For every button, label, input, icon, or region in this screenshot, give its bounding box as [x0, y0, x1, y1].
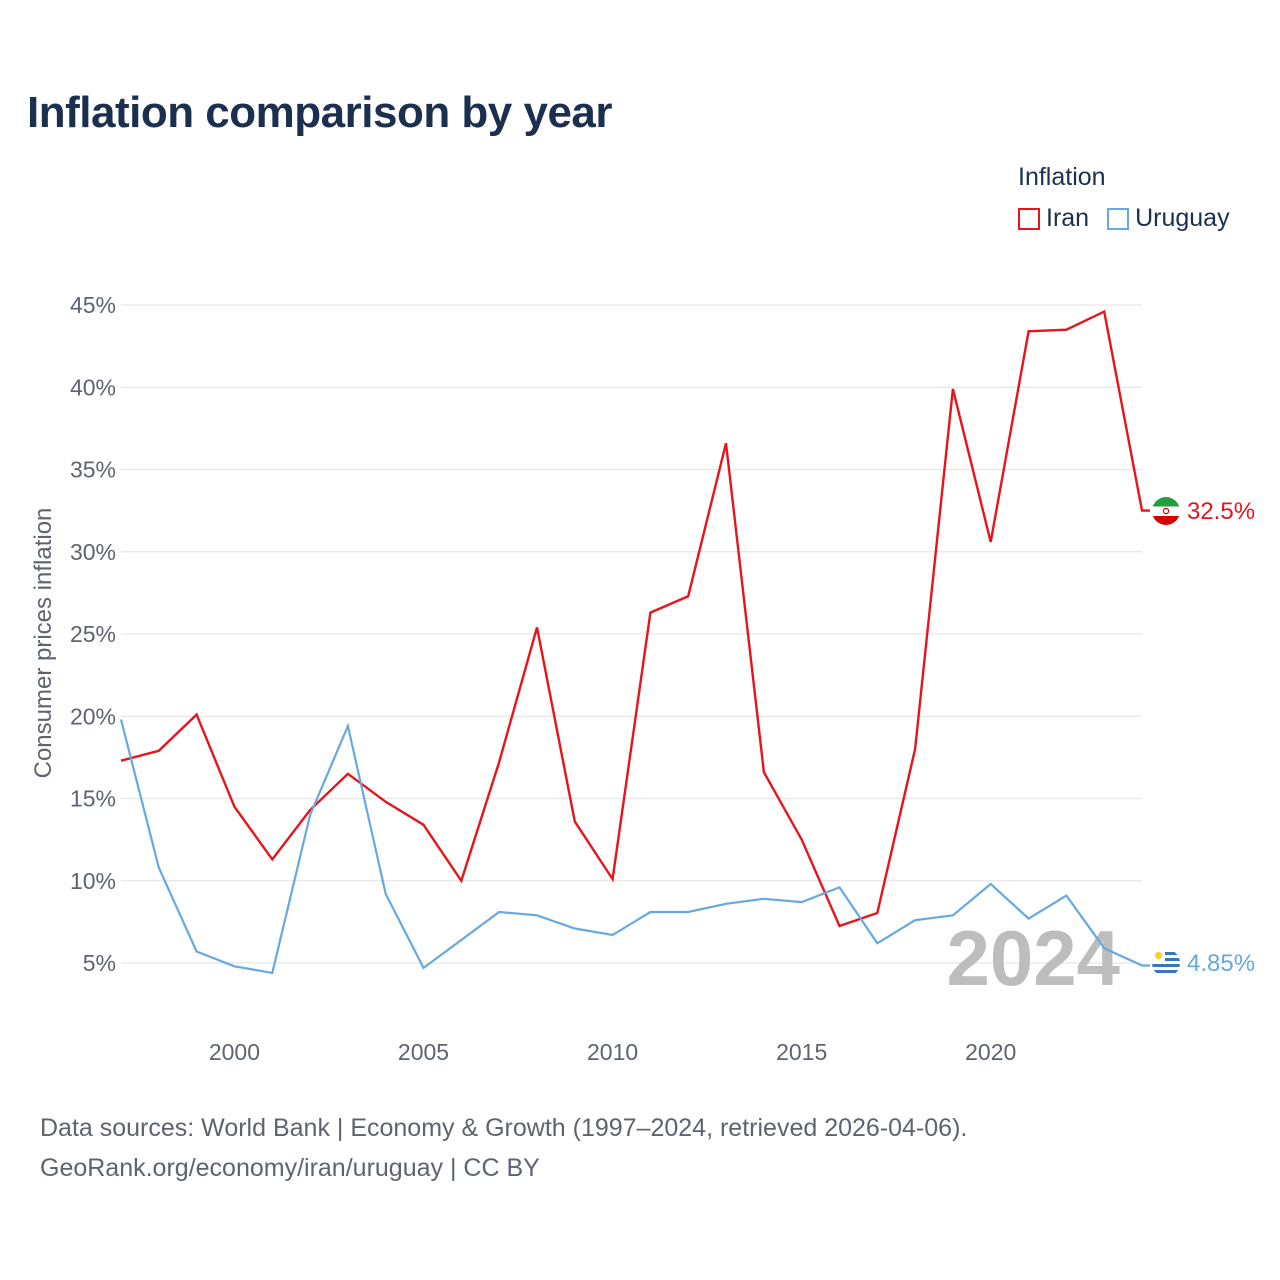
y-tick-label: 10% [70, 868, 116, 894]
y-tick-label: 20% [70, 703, 116, 729]
series-line-iran [120, 309, 1150, 928]
iran-flag-icon [1152, 497, 1180, 525]
series-line-uruguay [119, 719, 1150, 975]
uruguay-flag-icon [1152, 949, 1180, 977]
legend-label-uruguay: Uruguay [1135, 204, 1230, 232]
x-tick-label: 2005 [398, 1039, 449, 1065]
legend-item-uruguay[interactable]: Uruguay [1107, 204, 1230, 233]
gridlines [121, 304, 1142, 964]
source-line-1: Data sources: World Bank | Economy & Gro… [40, 1114, 968, 1142]
legend-item-iran[interactable]: Iran [1018, 204, 1089, 233]
legend-title: Inflation [1018, 163, 1106, 191]
y-axis-label: Consumer prices inflation [30, 508, 57, 779]
uruguay-end-label: 4.85% [1187, 950, 1255, 977]
current-year-watermark: 2024 [946, 914, 1120, 1002]
x-tick-label: 2015 [776, 1039, 827, 1065]
y-axis-ticks: 5% 10% 15% 20% 25% 30% 35% 40% 45% [70, 292, 116, 976]
legend-swatch-iran [1018, 207, 1040, 230]
source-line-2[interactable]: GeoRank.org/economy/iran/uruguay | CC BY [40, 1154, 540, 1182]
legend-label-iran: Iran [1046, 204, 1090, 232]
y-tick-label: 25% [70, 621, 116, 647]
legend: Iran Uruguay [1018, 204, 1248, 233]
chart-title: Inflation comparison by year [27, 88, 613, 137]
x-tick-label: 2020 [965, 1039, 1016, 1065]
legend-swatch-uruguay [1107, 207, 1130, 230]
series-lines [119, 309, 1150, 975]
y-tick-label: 5% [83, 950, 116, 976]
x-tick-label: 2010 [587, 1039, 638, 1065]
y-tick-label: 15% [70, 786, 116, 812]
y-tick-label: 35% [70, 457, 116, 483]
iran-end-label: 32.5% [1187, 498, 1255, 525]
y-tick-label: 45% [70, 292, 116, 318]
source-note: Data sources: World Bank | Economy & Gro… [40, 1108, 967, 1188]
y-tick-label: 40% [70, 374, 116, 400]
x-tick-label: 2000 [209, 1039, 260, 1065]
x-axis-ticks: 2000 2005 2010 2015 2020 [209, 1039, 1016, 1065]
y-tick-label: 30% [70, 539, 116, 565]
